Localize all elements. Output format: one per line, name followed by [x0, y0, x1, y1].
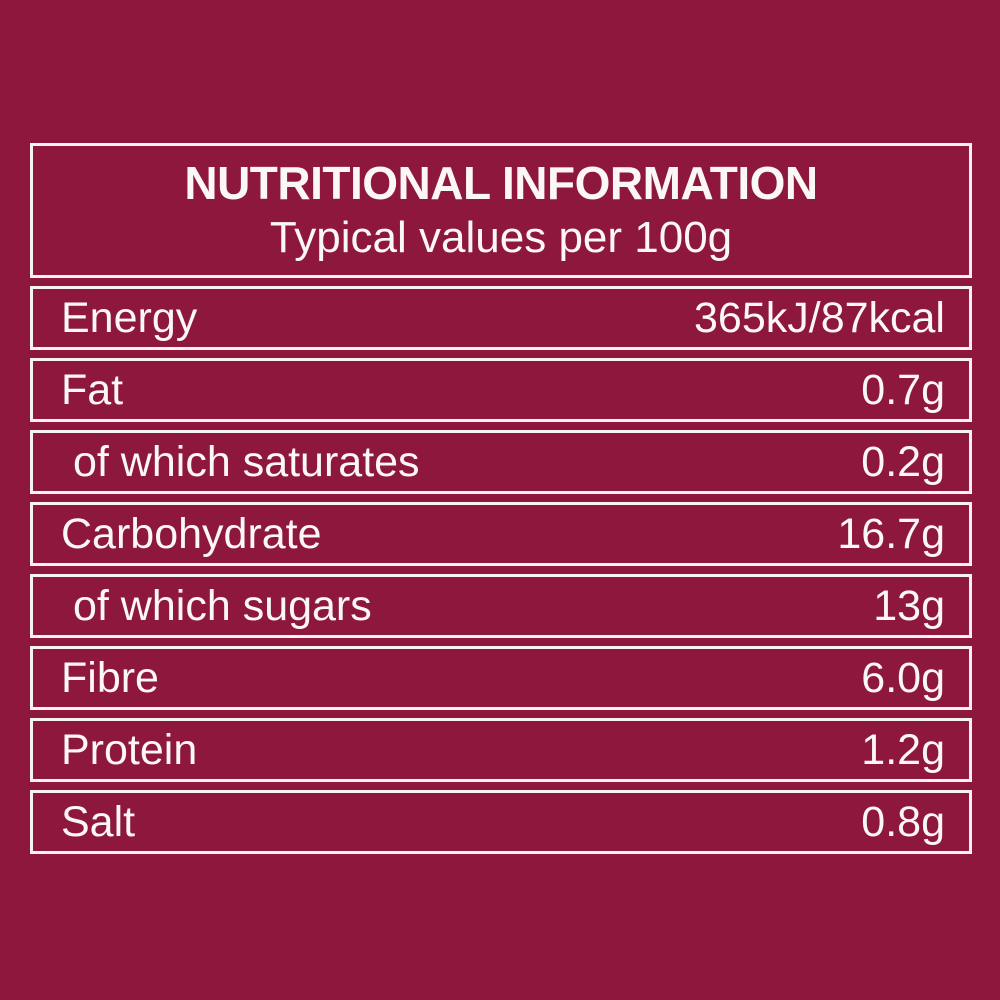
row-fat: Fat 0.7g: [30, 358, 972, 422]
nutrient-name: of which sugars: [73, 581, 372, 630]
row-energy: Energy 365kJ/87kcal: [30, 286, 972, 350]
row-salt: Salt 0.8g: [30, 790, 972, 854]
nutrient-name: Fibre: [61, 653, 159, 702]
nutrient-value: 13g: [873, 581, 945, 630]
row-protein: Protein 1.2g: [30, 718, 972, 782]
label-header: NUTRITIONAL INFORMATION Typical values p…: [30, 143, 972, 278]
nutrient-value: 0.7g: [861, 365, 945, 414]
row-sugars: of which sugars 13g: [30, 574, 972, 638]
nutrient-name: Energy: [61, 293, 198, 342]
nutrient-value: 0.8g: [861, 797, 945, 846]
nutrition-label: NUTRITIONAL INFORMATION Typical values p…: [30, 143, 972, 854]
nutrient-value: 0.2g: [861, 437, 945, 486]
nutrient-value: 365kJ/87kcal: [694, 293, 945, 342]
label-title: NUTRITIONAL INFORMATION: [184, 156, 818, 209]
nutrient-value: 6.0g: [861, 653, 945, 702]
nutrient-value: 16.7g: [837, 509, 945, 558]
nutrient-name: Protein: [61, 725, 198, 774]
nutrient-name: Salt: [61, 797, 136, 846]
label-subtitle: Typical values per 100g: [269, 212, 733, 262]
nutrient-name: Carbohydrate: [61, 509, 322, 558]
row-carbohydrate: Carbohydrate 16.7g: [30, 502, 972, 566]
row-saturates: of which saturates 0.2g: [30, 430, 972, 494]
row-fibre: Fibre 6.0g: [30, 646, 972, 710]
nutrient-name: Fat: [61, 365, 124, 414]
nutrient-value: 1.2g: [861, 725, 945, 774]
nutrient-name: of which saturates: [73, 437, 420, 486]
